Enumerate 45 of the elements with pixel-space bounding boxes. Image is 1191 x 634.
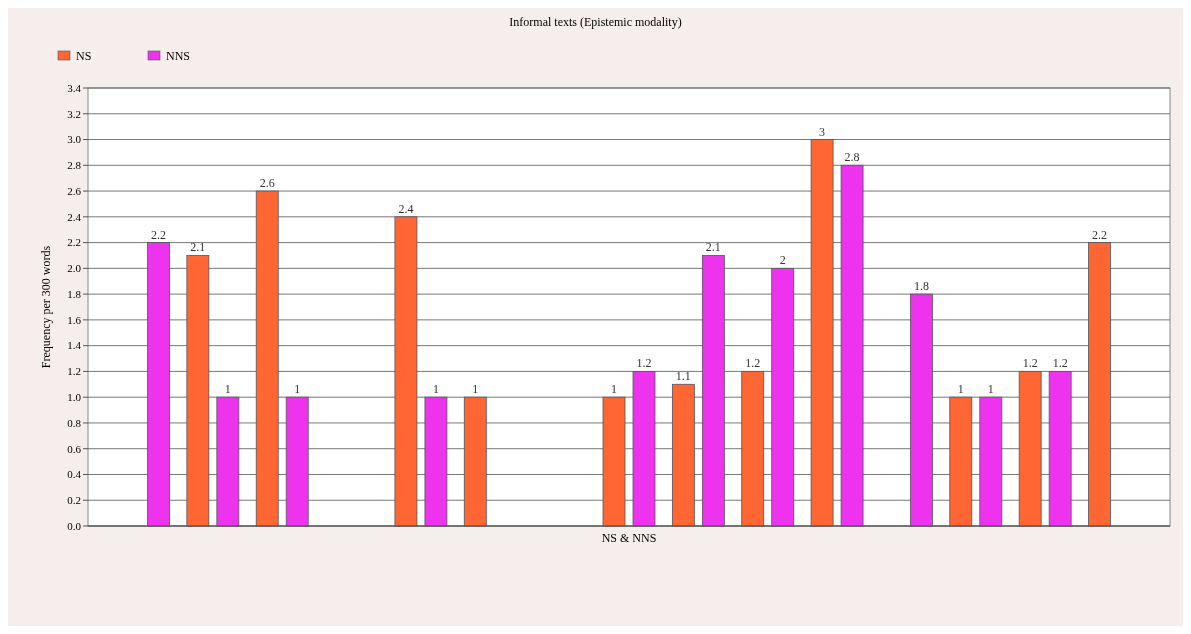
y-tick-label: 2.8	[67, 159, 82, 172]
legend-label: NNS	[166, 49, 191, 63]
y-tick-label: 1.0	[67, 391, 82, 404]
data-label: 2.1	[705, 240, 721, 255]
y-tick-label: 0.0	[67, 519, 82, 532]
data-label: 1	[294, 382, 301, 397]
y-tick-label: 3.2	[67, 107, 81, 120]
y-tick-label: 2.2	[67, 236, 81, 249]
data-label: 2.8	[844, 150, 860, 165]
y-tick-label: 1.4	[67, 339, 82, 352]
data-label: 1	[432, 382, 439, 397]
data-label: 1	[611, 382, 617, 397]
y-tick-label: 3.4	[67, 81, 82, 94]
y-tick-label: 2.4	[67, 210, 82, 223]
y-tick-label: 0.2	[67, 494, 81, 507]
data-label: 3	[819, 124, 826, 139]
y-tick-label: 3.0	[67, 133, 82, 146]
data-label: 2.2	[150, 227, 166, 242]
legend-label: NS	[76, 49, 92, 63]
data-label: 2.1	[190, 240, 206, 255]
data-label: 2.6	[259, 176, 275, 191]
data-label: 1.2	[1022, 356, 1038, 371]
data-label: 1	[987, 382, 994, 397]
y-axis-title: Frequency per 300 words	[39, 245, 53, 369]
data-label: 1	[472, 382, 479, 397]
data-label: 1	[957, 382, 964, 397]
data-label: 2	[779, 253, 786, 268]
data-label: 1.2	[1052, 356, 1068, 371]
data-label: 1.1	[675, 369, 691, 384]
data-label: 1	[224, 382, 231, 397]
data-label: 1.2	[745, 356, 761, 371]
data-label: 2.2	[1092, 227, 1108, 242]
x-axis-title: NS & NNS	[601, 531, 657, 545]
y-tick-label: 0.8	[67, 416, 82, 429]
y-tick-label: 1.6	[67, 313, 82, 326]
data-label: 1.2	[636, 356, 652, 371]
data-label: 1.8	[913, 279, 929, 294]
y-tick-label: 1.2	[67, 365, 81, 378]
y-tick-label: 0.6	[67, 442, 82, 455]
chart-title: Informal texts (Epistemic modality)	[509, 15, 682, 29]
y-tick-label: 1.8	[67, 287, 82, 300]
y-tick-label: 0.4	[67, 468, 82, 481]
y-tick-label: 2.0	[67, 262, 82, 275]
data-label: 2.4	[398, 201, 414, 216]
y-tick-label: 2.6	[67, 184, 82, 197]
